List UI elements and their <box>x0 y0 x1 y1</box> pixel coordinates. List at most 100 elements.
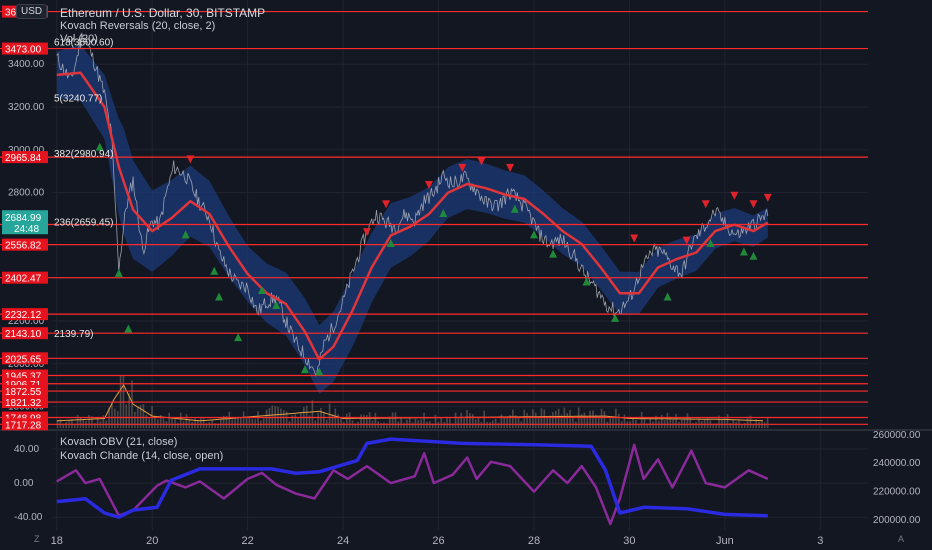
volume-bar <box>134 411 136 428</box>
volume-bar <box>96 417 99 428</box>
volume-bar <box>503 416 506 428</box>
volume-bar <box>414 418 417 428</box>
volume-bar <box>111 402 113 428</box>
volume-bar <box>543 409 546 428</box>
reversal-down-marker-11 <box>749 200 758 209</box>
indicator-obv-label[interactable]: Kovach OBV (21, close) <box>60 436 178 448</box>
currency-button[interactable]: USD <box>16 4 48 19</box>
price-axis-tick-5: 2200.00 <box>8 316 45 327</box>
volume-bar <box>692 423 694 428</box>
volume-bar <box>766 417 769 428</box>
time-axis-tick-8: 3 <box>817 535 823 547</box>
volume-bar <box>514 415 517 428</box>
reversal-down-marker-7 <box>630 234 639 243</box>
volume-bar <box>540 408 543 428</box>
bar-countdown: 24:48 <box>14 224 39 235</box>
volume-bar <box>537 416 540 428</box>
volume-bar <box>463 418 465 428</box>
volume-bar <box>646 423 649 428</box>
fib-label-4: 2139.79) <box>54 329 93 340</box>
volume-bar <box>560 414 563 428</box>
volume-bar <box>171 418 173 428</box>
volume-bar <box>282 410 285 428</box>
volume-bar <box>222 415 225 428</box>
volume-bar <box>469 413 471 428</box>
volume-bar <box>431 423 434 428</box>
volume-bar <box>437 422 440 428</box>
volume-bar <box>637 423 640 428</box>
volume-bar <box>698 418 700 428</box>
volume-bar <box>368 412 371 428</box>
volume-bar <box>586 416 589 428</box>
volume-bar <box>360 414 362 428</box>
zoom-reset-button[interactable]: Z <box>34 534 40 544</box>
reversal-down-marker-9 <box>701 200 710 209</box>
volume-bar <box>595 414 597 428</box>
volume-bar <box>572 416 574 428</box>
reversal-up-marker-4 <box>210 266 219 275</box>
time-axis-tick-5: 28 <box>528 535 540 547</box>
volume-bar <box>666 412 669 428</box>
volume-bar <box>529 415 531 428</box>
reversal-up-marker-1 <box>114 268 123 277</box>
volume-bar <box>199 417 202 428</box>
volume-bar <box>606 421 609 428</box>
volume-bar <box>408 416 411 428</box>
volume-bar <box>297 417 299 428</box>
indicator-volume-label[interactable]: Vol (20) <box>60 33 98 45</box>
reversal-up-marker-3 <box>181 230 190 239</box>
osc-right-tick-0: 260000.00 <box>873 430 921 441</box>
volume-bar <box>225 415 228 428</box>
time-axis-tick-7: Jun <box>716 535 734 547</box>
reversal-down-marker-6 <box>506 163 515 172</box>
volume-bar <box>434 414 437 428</box>
volume-bar <box>480 422 483 428</box>
volume-bar <box>248 416 251 428</box>
reversal-down-marker-4 <box>458 163 467 172</box>
reversal-up-marker-21 <box>749 251 758 260</box>
volume-bar <box>557 408 560 428</box>
volume-bar <box>649 419 652 428</box>
volume-bar <box>746 416 749 428</box>
volume-bar <box>569 410 571 428</box>
volume-bar <box>380 423 382 428</box>
level-label-box-4 <box>2 238 48 251</box>
auto-scale-button[interactable]: A <box>898 534 905 544</box>
volume-bar <box>148 418 150 428</box>
indicator-reversals-label[interactable]: Kovach Reversals (20, close, 2) <box>60 20 216 32</box>
volume-bar <box>194 418 196 428</box>
level-label-box-14 <box>2 418 48 431</box>
volume-bar <box>752 424 755 428</box>
volume-bar <box>394 412 397 428</box>
volume-bar <box>116 411 119 428</box>
volume-bar <box>597 415 600 428</box>
volume-bar <box>474 419 477 428</box>
volume-bar <box>65 422 67 428</box>
volume-bar <box>552 412 554 428</box>
volume-bar <box>471 414 474 428</box>
reversal-down-marker-12 <box>763 193 772 202</box>
volume-bar <box>208 422 211 428</box>
volume-bar <box>735 421 737 428</box>
volume-bar <box>678 421 680 428</box>
reversal-up-marker-8 <box>272 301 281 310</box>
volume-bar <box>683 418 686 428</box>
reversal-up-marker-10 <box>315 367 324 376</box>
volume-bar <box>721 418 723 428</box>
indicator-chande-label[interactable]: Kovach Chande (14, close, open) <box>60 450 224 462</box>
volume-bar <box>340 416 342 428</box>
volume-bar <box>240 417 242 428</box>
osc-right-tick-3: 200000.00 <box>873 515 921 526</box>
volume-bar <box>451 423 454 428</box>
price-axis-tick-2: 3000.00 <box>8 145 45 156</box>
reversal-down-marker-2 <box>382 200 391 209</box>
current-price-label: 2684.99 <box>5 213 42 224</box>
reversal-up-marker-5 <box>215 292 224 301</box>
volume-bar <box>174 419 176 428</box>
volume-bar <box>483 410 485 428</box>
reversal-up-marker-19 <box>706 238 715 247</box>
volume-bar <box>443 421 445 428</box>
volume-bar <box>131 380 133 428</box>
volume-bar <box>758 421 760 428</box>
